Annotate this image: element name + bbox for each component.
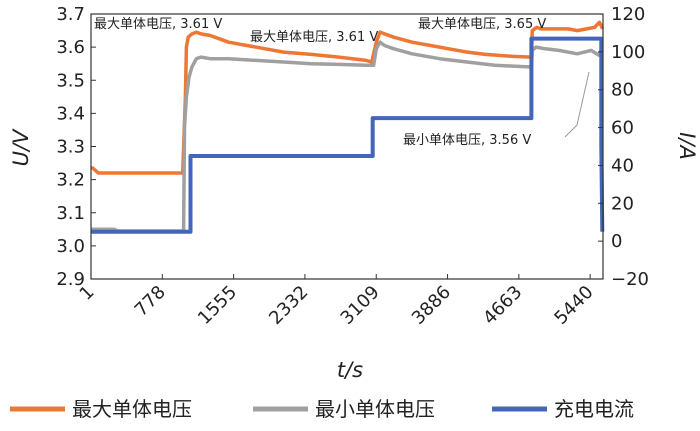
annotation-leader-line xyxy=(564,71,590,138)
annotation-min: 最小单体电压, 3.56 V xyxy=(403,133,531,148)
y-right-tick-label: 80 xyxy=(611,80,634,101)
right-axis-ticks: −20 0 20 40 60 80 100 120 xyxy=(598,4,649,290)
y-right-axis-title: I/A xyxy=(675,132,699,160)
x-tick-label: 2332 xyxy=(265,282,312,329)
y-left-tick-label: 3.5 xyxy=(56,70,85,91)
y-left-tick-label: 3.3 xyxy=(56,137,85,158)
y-right-tick-label: 20 xyxy=(611,193,634,214)
x-axis-ticks: 1 778 1555 2332 3109 3886 4663 5440 xyxy=(76,274,598,329)
series-line-1 xyxy=(91,40,604,233)
x-axis-title: t/s xyxy=(337,358,363,382)
y-right-tick-label: 0 xyxy=(611,231,622,252)
x-tick-label: 778 xyxy=(131,282,170,321)
legend-label-min: 最小单体电压 xyxy=(315,397,435,421)
x-tick-label: 1 xyxy=(76,282,99,305)
x-tick-label: 3109 xyxy=(337,282,384,329)
y-right-tick-label: 100 xyxy=(611,42,645,63)
left-axis-ticks: 2.9 3.0 3.1 3.2 3.3 3.4 3.5 3.6 3.7 xyxy=(56,4,96,290)
y-left-tick-label: 3.0 xyxy=(56,236,85,257)
x-tick-label: 1555 xyxy=(194,282,241,329)
y-right-tick-label: 120 xyxy=(611,4,645,25)
y-left-tick-label: 2.9 xyxy=(56,269,85,290)
annotation-max-1: 最大单体电压, 3.61 V xyxy=(94,17,222,32)
y-right-tick-label: 60 xyxy=(611,118,634,139)
legend-label-max: 最大单体电压 xyxy=(72,397,192,421)
y-left-tick-label: 3.1 xyxy=(56,203,85,224)
plot-lines xyxy=(90,20,605,234)
annotations: 最大单体电压, 3.61 V 最大单体电压, 3.61 V 最大单体电压, 3.… xyxy=(94,17,590,148)
x-tick-label: 4663 xyxy=(479,282,526,329)
x-tick-label: 5440 xyxy=(550,282,597,329)
x-tick-label: 3886 xyxy=(408,282,455,329)
y-left-tick-label: 3.2 xyxy=(56,170,85,191)
legend-label-current: 充电电流 xyxy=(554,397,634,421)
y-left-tick-label: 3.7 xyxy=(56,4,85,25)
series-line-2 xyxy=(91,36,605,234)
y-left-tick-label: 3.6 xyxy=(56,37,85,58)
y-right-tick-label: −20 xyxy=(611,269,649,290)
annotation-max-2: 最大单体电压, 3.61 V xyxy=(250,30,378,45)
legend: 最大单体电压 最小单体电压 充电电流 xyxy=(10,397,634,421)
series-line-0 xyxy=(90,20,605,175)
y-right-tick-label: 40 xyxy=(611,155,634,176)
y-left-tick-label: 3.4 xyxy=(56,103,85,124)
annotation-max-3: 最大单体电压, 3.65 V xyxy=(418,17,546,32)
y-left-axis-title: U/V xyxy=(9,128,33,166)
